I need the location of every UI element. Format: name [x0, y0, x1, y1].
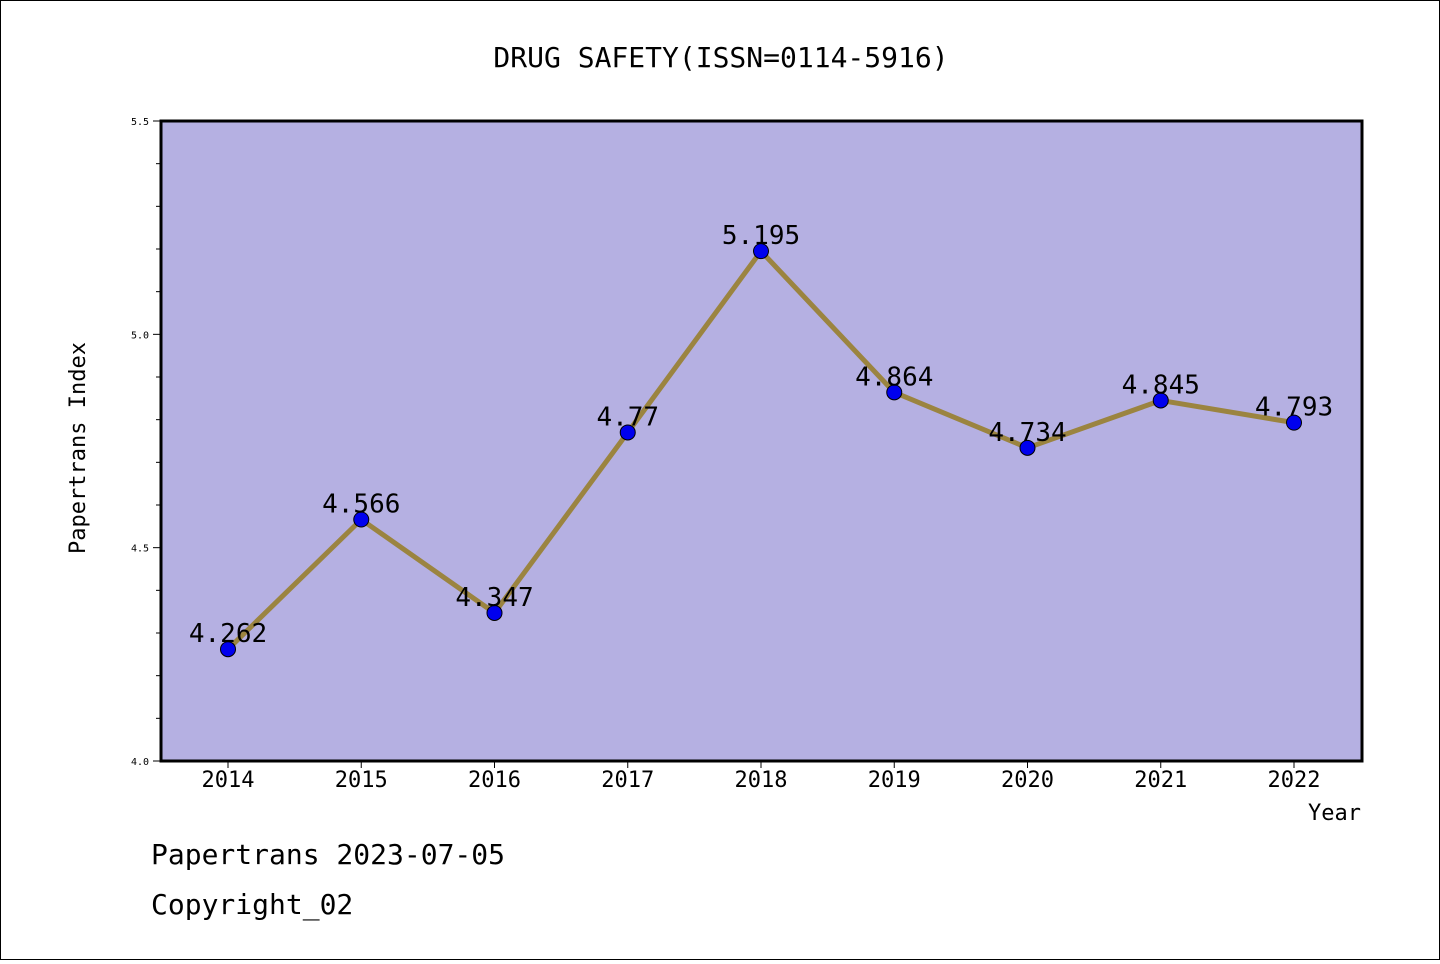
- data-point: [486, 604, 503, 621]
- y-tick-label: 5.5: [131, 117, 149, 128]
- y-axis-label: Papertrans Index: [66, 342, 91, 554]
- data-label: 4.262: [189, 619, 267, 649]
- x-tick-label: 2019: [868, 768, 921, 793]
- data-point: [753, 243, 769, 260]
- data-label: 5.195: [722, 221, 800, 251]
- y-tick-label: 4.0: [131, 757, 149, 768]
- data-point: [619, 424, 636, 441]
- x-axis: 2014 2015 2016 2017 2018 2019 2020 2021 2022: [202, 761, 1321, 793]
- footer-date: Papertrans 2023-07-05: [151, 838, 505, 871]
- data-point: [220, 641, 236, 658]
- data-label: 4.845: [1122, 370, 1200, 400]
- plot-border: [159, 119, 1364, 763]
- data-point: [886, 384, 903, 401]
- y-tick-label: 5.0: [131, 330, 149, 341]
- y-axis: 4.0 4.5 5.0 5.5: [131, 117, 161, 768]
- chart-title: DRUG SAFETY(ISSN=0114-5916): [493, 41, 948, 74]
- data-label: 4.347: [455, 583, 533, 613]
- x-tick-label: 2017: [601, 768, 654, 793]
- footer-copyright: Copyright_02: [151, 888, 353, 922]
- data-point: [1286, 414, 1302, 431]
- y-tick-label: 4.5: [131, 544, 149, 555]
- data-point: [1152, 392, 1169, 409]
- data-label: 4.77: [596, 402, 659, 432]
- data-label: 4.734: [988, 418, 1066, 448]
- data-point: [1019, 439, 1036, 456]
- x-tick-label: 2014: [202, 768, 255, 793]
- x-axis-label: Year: [1308, 801, 1361, 826]
- data-label: 4.793: [1255, 393, 1333, 423]
- x-tick-label: 2022: [1268, 768, 1321, 793]
- data-labels: 4.262 4.566 4.347 4.77 5.195 4.864 4.734 4.845 4…: [189, 221, 1333, 649]
- plot-area: [161, 121, 1362, 761]
- x-tick-label: 2018: [735, 768, 788, 793]
- x-tick-label: 2016: [468, 768, 521, 793]
- x-tick-label: 2015: [335, 768, 388, 793]
- data-point: [353, 511, 370, 528]
- data-label: 4.864: [855, 362, 933, 392]
- x-tick-label: 2020: [1001, 768, 1054, 793]
- data-points: [220, 243, 1302, 658]
- x-tick-label: 2021: [1134, 768, 1187, 793]
- data-label: 4.566: [322, 490, 400, 520]
